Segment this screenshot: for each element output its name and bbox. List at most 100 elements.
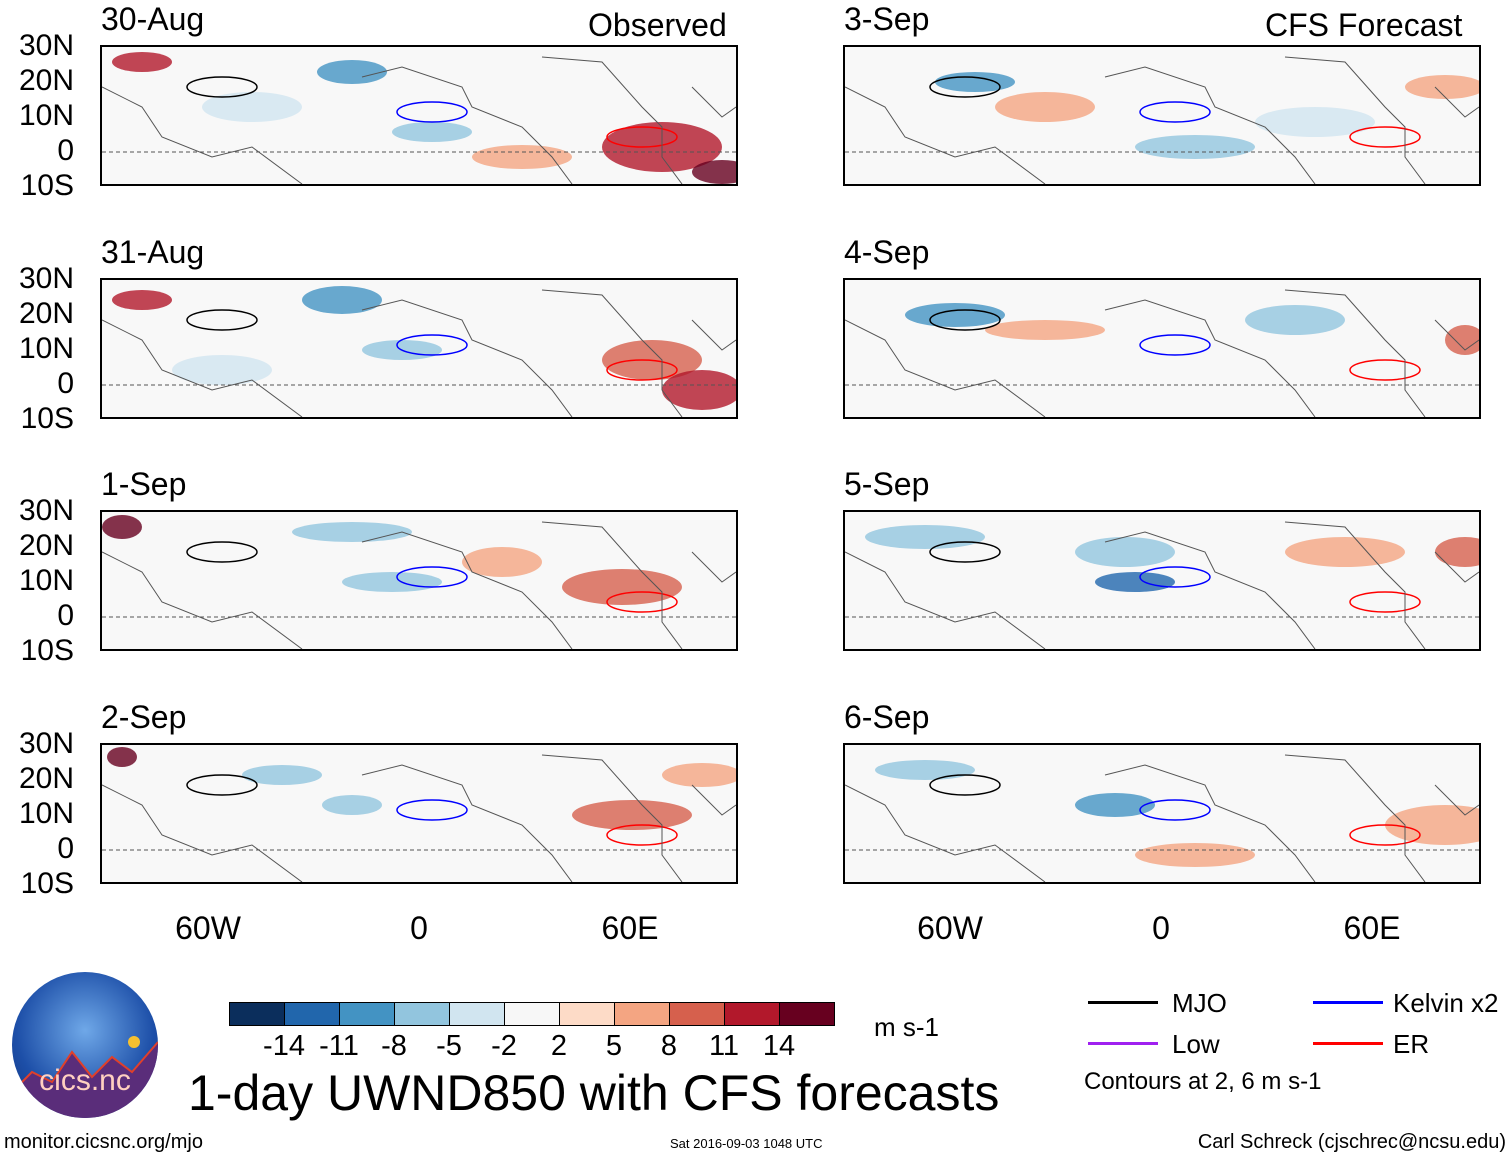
lon-label: 0: [1152, 910, 1170, 946]
legend-line-low: [1088, 1042, 1158, 1045]
legend-line-er: [1313, 1042, 1383, 1045]
map-panel: [100, 743, 738, 884]
wind-anomaly-shading: [562, 569, 682, 605]
legend-label: Low: [1172, 1029, 1220, 1059]
colorbar-swatch: [229, 1002, 285, 1026]
colorbar-swatch: [559, 1002, 615, 1026]
lon-label: 60W: [917, 910, 983, 946]
wave-contour: [606, 824, 678, 846]
wind-anomaly-shading: [572, 800, 692, 830]
lon-label: 60W: [175, 910, 241, 946]
wind-anomaly-shading: [107, 747, 137, 767]
left-header: Observed: [588, 7, 727, 43]
lat-label: 20N: [18, 762, 74, 795]
colorbar-swatch: [504, 1002, 560, 1026]
footer-url: monitor.cicsnc.org/mjo: [4, 1131, 203, 1153]
contour-note: Contours at 2, 6 m s-1: [1084, 1068, 1322, 1095]
wind-anomaly-shading: [1135, 843, 1255, 867]
wave-contour: [1139, 566, 1211, 588]
map-panel: [843, 510, 1481, 651]
colorbar-units: m s-1: [874, 1012, 939, 1042]
legend-label: MJO: [1172, 988, 1227, 1018]
wind-anomaly-shading: [472, 145, 572, 169]
colorbar-label: -11: [319, 1030, 359, 1062]
colorbar-label: 8: [660, 1030, 678, 1062]
colorbar-swatch: [614, 1002, 670, 1026]
colorbar-label: 2: [550, 1030, 568, 1062]
mountain-graphic: [12, 1036, 158, 1118]
wave-contour: [606, 359, 678, 381]
panel-date: 4-Sep: [844, 234, 930, 270]
map-panel: [843, 45, 1481, 186]
wave-contour: [186, 774, 258, 796]
colorbar-label: 14: [762, 1030, 796, 1062]
wind-anomaly-shading: [1245, 305, 1345, 335]
wave-contour: [396, 101, 468, 123]
colorbar-swatch: [669, 1002, 725, 1026]
wave-contour: [396, 799, 468, 821]
legend-label: ER: [1393, 1029, 1430, 1059]
wave-contour: [1349, 126, 1421, 148]
coastline: [845, 754, 1479, 882]
lat-label: 10S: [20, 867, 74, 900]
right-header: CFS Forecast: [1265, 7, 1463, 43]
wind-anomaly-shading: [172, 355, 272, 385]
wave-contour: [186, 309, 258, 331]
logo-text: cics.nc: [39, 1064, 131, 1097]
wave-contour: [929, 309, 1001, 331]
wind-anomaly-shading: [322, 795, 382, 815]
lat-label: 20N: [18, 297, 74, 330]
wind-anomaly-shading: [462, 547, 542, 577]
wave-contour: [929, 76, 1001, 98]
lat-label: 30N: [18, 262, 74, 295]
figure-title: 1-day UWND850 with CFS forecasts: [188, 1065, 1000, 1121]
lat-label: 30N: [18, 727, 74, 760]
colorbar-swatch: [394, 1002, 450, 1026]
coastline: [102, 289, 736, 417]
wind-anomaly-shading: [1135, 135, 1255, 159]
panel-date: 2-Sep: [101, 699, 187, 735]
colorbar-label: -5: [436, 1030, 462, 1062]
colorbar-label: 5: [605, 1030, 623, 1062]
legend-line-kelvin: [1313, 1001, 1383, 1004]
wave-contour: [929, 774, 1001, 796]
wave-contour: [1139, 101, 1211, 123]
legend-line-mjo: [1088, 1001, 1158, 1004]
lat-label: 10N: [18, 564, 74, 597]
colorbar-swatch: [449, 1002, 505, 1026]
wind-anomaly-shading: [112, 290, 172, 310]
wave-contour: [1139, 799, 1211, 821]
wind-anomaly-shading: [292, 522, 412, 542]
wind-anomaly-shading: [995, 92, 1095, 122]
wave-contour: [396, 334, 468, 356]
coastline: [845, 289, 1479, 417]
wave-contour: [606, 591, 678, 613]
wave-contour: [1349, 359, 1421, 381]
map-panel: [843, 278, 1481, 419]
panel-date: 31-Aug: [101, 234, 205, 270]
lat-label: 20N: [18, 64, 74, 97]
wind-anomaly-shading: [202, 92, 302, 122]
wind-anomaly-shading: [985, 320, 1105, 340]
wind-anomaly-shading: [1075, 793, 1155, 817]
wave-contour: [186, 541, 258, 563]
wind-anomaly-shading: [1285, 537, 1405, 567]
map-panel: [100, 510, 738, 651]
lat-label: 30N: [18, 29, 74, 62]
lat-label: 10S: [20, 169, 74, 202]
wind-anomaly-shading: [1095, 572, 1175, 592]
coastline: [102, 754, 736, 882]
wind-anomaly-shading: [1405, 75, 1479, 99]
panel-date: 30-Aug: [101, 1, 205, 37]
lat-label: 10S: [20, 402, 74, 435]
colorbar-swatch: [284, 1002, 340, 1026]
panel-date: 3-Sep: [844, 1, 930, 37]
colorbar-swatch: [724, 1002, 780, 1026]
colorbar-label: -14: [263, 1030, 305, 1062]
wind-anomaly-shading: [905, 303, 1005, 327]
lat-label: 10N: [18, 332, 74, 365]
colorbar-label: 11: [708, 1030, 740, 1062]
wave-contour: [186, 76, 258, 98]
wind-anomaly-shading: [1445, 325, 1479, 355]
